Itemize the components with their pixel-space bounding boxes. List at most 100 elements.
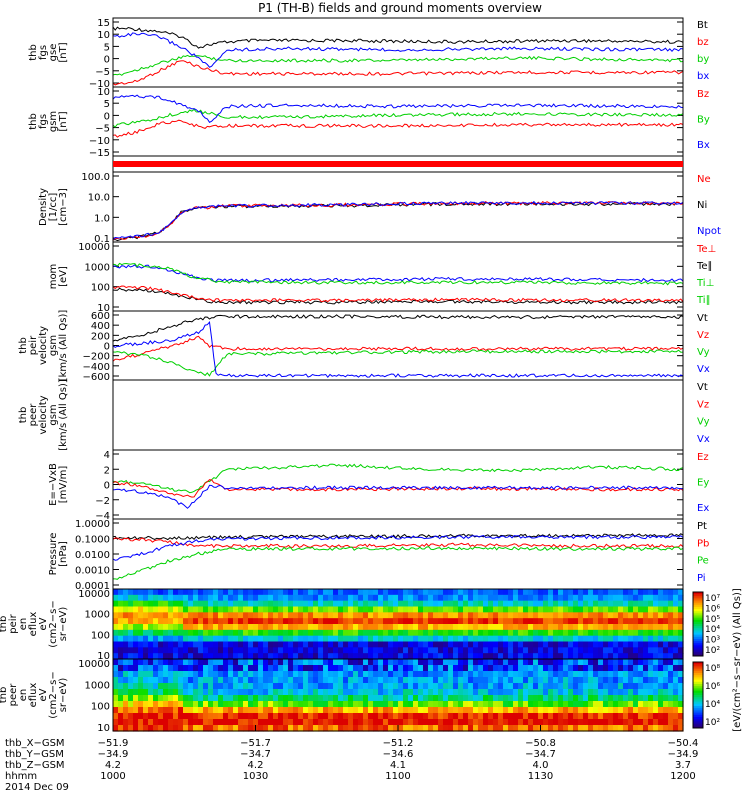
heat-cell	[443, 606, 449, 613]
heat-cell	[583, 689, 589, 696]
heat-cell	[398, 589, 404, 596]
heat-cell	[193, 606, 199, 613]
heat-cell	[433, 612, 439, 619]
heat-cell	[133, 624, 139, 631]
heat-cell	[403, 618, 409, 625]
heat-cell	[393, 701, 399, 708]
colorbar-tick: 10⁴	[705, 700, 720, 710]
heat-cell	[658, 653, 664, 660]
colorbar-cell	[693, 690, 703, 694]
heat-cell	[513, 707, 519, 714]
heat-cell	[608, 618, 614, 625]
legend-label: Vy	[697, 347, 710, 358]
heat-cell	[178, 624, 184, 631]
heat-cell	[478, 677, 484, 684]
heat-cell	[228, 671, 234, 678]
heat-cell	[528, 719, 534, 726]
heat-cell	[593, 689, 599, 696]
heat-cell	[533, 695, 539, 702]
heat-cell	[458, 594, 464, 602]
heat-cell	[173, 606, 179, 613]
heat-cell	[418, 600, 424, 608]
heat-cell	[513, 671, 519, 678]
heat-cell	[293, 665, 299, 672]
panel-2: Density[1/cc][cm−3]100.010.01.00.1NeNiNp…	[38, 171, 721, 245]
heat-cell	[258, 677, 264, 684]
heat-cell	[538, 719, 544, 726]
heat-cell	[533, 629, 539, 637]
heat-cell	[258, 719, 264, 726]
heat-cell	[328, 701, 334, 708]
heat-cell	[243, 701, 249, 708]
heat-cell	[478, 589, 484, 596]
heat-cell	[248, 635, 254, 643]
heat-cell	[483, 677, 489, 684]
heat-cell	[433, 713, 439, 720]
heat-cell	[628, 689, 634, 696]
heat-cell	[573, 589, 579, 596]
heat-cell	[583, 589, 589, 596]
heat-cell	[318, 606, 324, 613]
heat-cell	[543, 677, 549, 684]
heat-cell	[658, 707, 664, 714]
heat-cell	[303, 653, 309, 660]
heat-cell	[243, 653, 249, 660]
heat-cell	[653, 677, 659, 684]
heat-cell	[573, 689, 579, 696]
heat-cell	[303, 683, 309, 690]
heat-cell	[533, 612, 539, 619]
heat-cell	[353, 683, 359, 690]
heat-cell	[338, 671, 344, 678]
heat-cell	[428, 689, 434, 696]
heat-cell	[408, 594, 414, 602]
heat-cell	[163, 653, 169, 660]
heat-cell	[198, 606, 204, 613]
heat-cell	[238, 671, 244, 678]
heat-cell	[218, 689, 224, 696]
heat-cell	[573, 665, 579, 672]
heat-cell	[183, 653, 189, 660]
heat-cell	[543, 689, 549, 696]
heat-cell	[293, 589, 299, 596]
heat-cell	[143, 606, 149, 613]
heat-cell	[593, 701, 599, 708]
heat-cell	[343, 671, 349, 678]
heat-cell	[523, 589, 529, 596]
heat-cell	[403, 713, 409, 720]
series-line-green	[112, 54, 684, 76]
heat-cell	[428, 677, 434, 684]
heat-cell	[153, 618, 159, 625]
heat-cell	[133, 635, 139, 643]
heat-cell	[163, 618, 169, 625]
heat-cell	[233, 701, 239, 708]
heat-cell	[473, 600, 479, 608]
heat-cell	[638, 677, 644, 684]
heat-cell	[573, 594, 579, 602]
heat-cell	[403, 589, 409, 596]
heat-cell	[223, 600, 229, 608]
heat-cell	[338, 624, 344, 631]
heat-cell	[243, 671, 249, 678]
heat-cell	[533, 653, 539, 660]
heat-cell	[588, 671, 594, 678]
heat-cell	[673, 707, 679, 714]
heat-cell	[598, 683, 604, 690]
heat-cell	[168, 695, 174, 702]
heat-cell	[538, 701, 544, 708]
heat-cell	[643, 677, 649, 684]
heat-cell	[598, 725, 604, 732]
heat-cell	[648, 606, 654, 613]
heat-cell	[463, 689, 469, 696]
heat-cell	[133, 594, 139, 602]
heat-cell	[198, 683, 204, 690]
heat-cell	[193, 618, 199, 625]
heat-cell	[498, 725, 504, 732]
heat-cell	[413, 589, 419, 596]
colorbar-cell	[693, 703, 703, 707]
heat-cell	[198, 647, 204, 654]
heat-cell	[663, 606, 669, 613]
heat-cell	[323, 665, 329, 672]
heat-cell	[468, 707, 474, 714]
heat-cell	[403, 594, 409, 602]
